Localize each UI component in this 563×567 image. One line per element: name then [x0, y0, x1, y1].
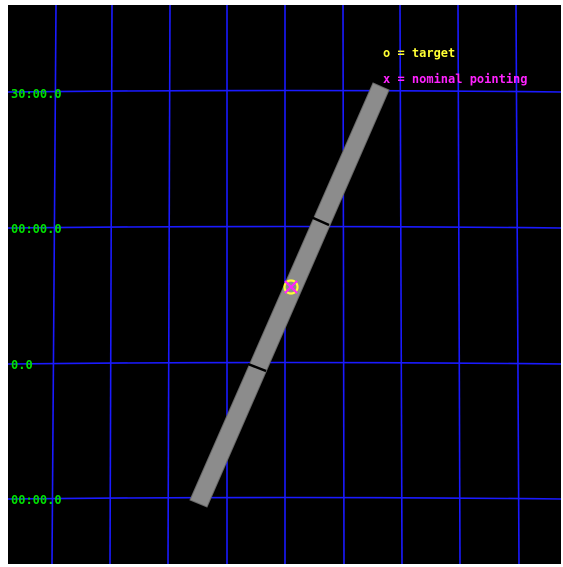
- target-circle-icon: [283, 279, 299, 295]
- pointing-markers: [283, 279, 299, 295]
- ra-grid-lines: [51, 5, 520, 564]
- ra-grid-line: [109, 5, 113, 564]
- dec-grid-line: [8, 225, 561, 229]
- ra-grid-line: [399, 5, 403, 564]
- slit-gap: [247, 362, 267, 373]
- slit-body: [189, 82, 390, 508]
- dec-label: 30:00.0: [11, 87, 62, 101]
- legend: o = target x = nominal pointing: [383, 46, 528, 86]
- nominal-cross-icon: [284, 280, 298, 294]
- legend-nominal: x = nominal pointing: [383, 72, 528, 86]
- ra-grid-line: [457, 5, 461, 564]
- dec-labels: 30:00.0 00:00.0 0.0 00:00.0: [11, 87, 62, 507]
- dec-grid-line: [8, 496, 561, 500]
- slit-gap: [310, 215, 330, 227]
- ra-grid-line: [515, 5, 520, 564]
- dec-label: 00:00.0: [11, 493, 62, 507]
- dec-label: 0.0: [11, 358, 33, 372]
- dec-grid-lines: [8, 89, 561, 500]
- sky-plot-svg: 30:00.0 00:00.0 0.0 00:00.0 o = target x…: [8, 5, 561, 564]
- slit: [189, 82, 390, 508]
- dec-grid-line: [8, 361, 561, 365]
- ra-grid-line: [342, 5, 345, 564]
- ra-grid-line: [167, 5, 171, 564]
- dec-label: 00:00.0: [11, 222, 62, 236]
- ra-grid-line: [51, 5, 57, 564]
- sky-plot-panel: 30:00.0 00:00.0 0.0 00:00.0 o = target x…: [8, 5, 561, 564]
- dec-grid-line: [8, 89, 561, 93]
- legend-target: o = target: [383, 46, 455, 60]
